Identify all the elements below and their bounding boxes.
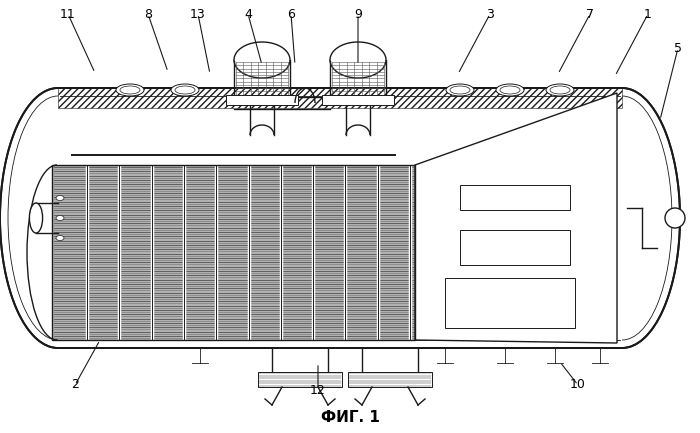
Bar [460, 185, 570, 210]
Text: 1: 1 [644, 7, 652, 20]
Text: 4: 4 [244, 7, 252, 20]
Bar [322, 95, 394, 105]
Bar [348, 372, 432, 387]
Ellipse shape [665, 208, 685, 228]
Text: 10: 10 [570, 378, 586, 391]
Polygon shape [234, 42, 290, 60]
Bar [52, 165, 415, 340]
Text: ФИГ. 1: ФИГ. 1 [321, 410, 379, 426]
Ellipse shape [56, 216, 64, 220]
Polygon shape [0, 88, 58, 348]
Ellipse shape [116, 84, 144, 96]
Ellipse shape [56, 236, 64, 240]
Text: 3: 3 [486, 7, 494, 20]
Ellipse shape [56, 196, 64, 200]
Bar [460, 230, 570, 265]
Ellipse shape [29, 203, 43, 233]
Text: 13: 13 [190, 7, 206, 20]
Ellipse shape [496, 84, 524, 96]
Bar [258, 372, 342, 387]
Bar [226, 95, 298, 105]
Text: 9: 9 [354, 7, 362, 20]
Bar [445, 278, 575, 328]
Text: 6: 6 [287, 7, 295, 20]
Polygon shape [622, 88, 680, 348]
Ellipse shape [171, 84, 199, 96]
Ellipse shape [446, 84, 474, 96]
Text: 2: 2 [71, 378, 79, 391]
Text: 5: 5 [674, 42, 682, 55]
Text: 11: 11 [60, 7, 76, 20]
Bar [58, 88, 622, 108]
Ellipse shape [546, 84, 574, 96]
Text: 12: 12 [310, 384, 326, 397]
Bar [52, 165, 415, 340]
Polygon shape [330, 42, 386, 60]
Text: 7: 7 [586, 7, 594, 20]
Polygon shape [415, 93, 617, 343]
Text: 8: 8 [144, 7, 152, 20]
Bar [58, 88, 622, 348]
